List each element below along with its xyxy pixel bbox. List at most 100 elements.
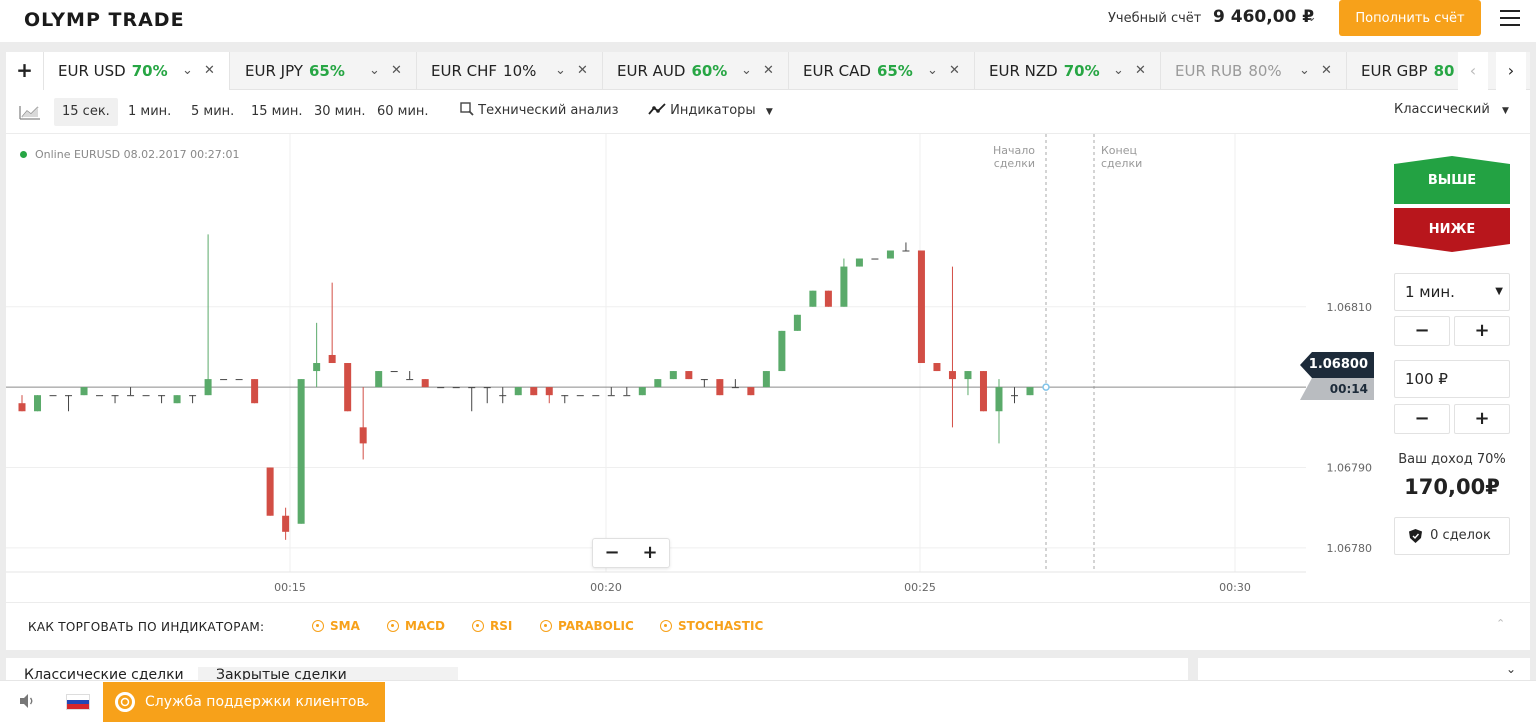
candle-body <box>344 363 352 412</box>
indicator-label: PARABOLIC <box>558 619 634 633</box>
candle-body <box>359 427 367 444</box>
timeframe-5m[interactable]: 5 мин. <box>191 104 235 119</box>
timeframe-30m[interactable]: 30 мин. <box>314 104 366 119</box>
technical-analysis-button[interactable]: Технический анализ <box>460 102 619 118</box>
indicators-button[interactable]: Индикаторы ▼ <box>648 102 773 118</box>
tab-pair: EUR AUD <box>617 62 686 80</box>
deposit-button[interactable]: Пополнить счёт <box>1339 0 1481 36</box>
logo[interactable]: OLYMP TRADE <box>24 9 185 31</box>
indicator-stochastic[interactable]: STOCHASTIC <box>660 619 763 633</box>
tab-eur-chf[interactable]: EUR CHF 10% ⌄ ✕ <box>417 52 603 90</box>
candle-body <box>716 379 724 396</box>
expiry-timer-tag: 00:14 <box>1300 378 1374 400</box>
deals-panel-header: ⌄ <box>1198 658 1530 680</box>
support-button[interactable]: Служба поддержки клиентов ⌄ <box>103 682 385 722</box>
chevron-down-icon[interactable]: ⌄ <box>1505 662 1516 676</box>
tab-classic-deals[interactable]: Классические сделки <box>24 667 184 680</box>
price-chart[interactable]: 1.06810 1.06790 1.06780 00:15 00:20 00:25 00:3… <box>6 134 1386 602</box>
candle-body <box>390 371 398 373</box>
indicator-rsi[interactable]: RSI <box>472 619 512 633</box>
tab-eur-jpy[interactable]: EUR JPY 65% ⌄ ✕ <box>231 52 417 90</box>
tab-eur-usd[interactable]: EUR USD 70% ⌄ ✕ <box>44 52 230 90</box>
deals-button[interactable]: 0 сделок <box>1394 517 1510 555</box>
tab-eur-gbp[interactable]: EUR GBP 80 <box>1347 52 1457 90</box>
caret-down-icon: ▼ <box>1501 106 1509 116</box>
tab-eur-nzd[interactable]: EUR NZD 70% ⌄ ✕ <box>975 52 1161 90</box>
timeframe-15s[interactable]: 15 сек. <box>54 98 118 126</box>
chevron-down-icon[interactable]: ⌄ <box>741 63 752 78</box>
zoom-in-button[interactable]: + <box>642 542 658 563</box>
chart-type-icon[interactable] <box>19 103 41 121</box>
timeframe-1m[interactable]: 1 мин. <box>128 104 172 119</box>
chevron-down-icon[interactable]: ⌄ <box>1113 63 1124 78</box>
indicator-sma[interactable]: SMA <box>312 619 360 633</box>
deals-count: 0 сделок <box>1430 528 1491 543</box>
add-tab-button[interactable]: + <box>6 52 44 90</box>
chevron-down-icon[interactable]: ⌄ <box>555 63 566 78</box>
tab-eur-cad[interactable]: EUR CAD 65% ⌄ ✕ <box>789 52 975 90</box>
tabs-scroll-right-icon[interactable]: › <box>1496 52 1526 90</box>
candle-body <box>933 363 941 372</box>
tab-pair: EUR CHF <box>431 62 498 80</box>
candle-body <box>669 371 677 380</box>
indicator-parabolic[interactable]: PARABOLIC <box>540 619 634 633</box>
expiry-select[interactable]: 1 мин. ▼ <box>1394 273 1510 311</box>
candle-body <box>592 395 600 397</box>
amount-plus-button[interactable]: + <box>1454 404 1510 434</box>
candle-body <box>328 354 336 364</box>
expiry-minus-button[interactable]: − <box>1394 316 1450 346</box>
tab-payout: 10% <box>503 62 537 80</box>
chevron-down-icon[interactable]: ⌄ <box>182 63 193 78</box>
candle-body <box>282 515 290 532</box>
close-icon[interactable]: ✕ <box>391 63 402 78</box>
candle-body <box>437 387 445 389</box>
chevron-up-icon[interactable]: ⌃ <box>1496 617 1506 630</box>
candle-body <box>561 395 569 397</box>
deals-tabs: Классические сделки Закрытые сделки <box>6 658 1188 680</box>
amount-input[interactable]: 100 ₽ <box>1394 360 1510 398</box>
tabs-scroll-left-icon[interactable]: ‹ <box>1458 52 1488 90</box>
candle-body <box>607 395 615 397</box>
close-icon[interactable]: ✕ <box>1135 63 1146 78</box>
account-balance[interactable]: 9 460,00 ₽ <box>1213 7 1315 27</box>
higher-button[interactable]: ВЫШЕ <box>1394 156 1510 204</box>
russian-flag-icon[interactable] <box>66 694 90 710</box>
shield-icon <box>1409 528 1422 543</box>
deal-start-line2: сделки <box>993 157 1036 170</box>
close-icon[interactable]: ✕ <box>1321 63 1332 78</box>
account-type-label[interactable]: Учебный счёт <box>1108 11 1202 26</box>
zoom-out-button[interactable]: − <box>604 542 620 563</box>
chevron-down-icon[interactable]: ⌄ <box>369 63 380 78</box>
close-icon[interactable]: ✕ <box>577 63 588 78</box>
candle-body <box>189 395 197 397</box>
expiry-plus-button[interactable]: + <box>1454 316 1510 346</box>
timeframe-15m[interactable]: 15 мин. <box>251 104 303 119</box>
menu-icon[interactable] <box>1500 10 1520 26</box>
candle-body <box>762 371 770 388</box>
deal-end-line2: сделки <box>1101 157 1143 170</box>
indicator-macd[interactable]: MACD <box>387 619 445 633</box>
chart-style-select[interactable]: Классический ▼ <box>1394 102 1509 117</box>
tab-pair: EUR USD <box>58 62 126 80</box>
candle-body <box>917 250 925 364</box>
speaker-icon[interactable] <box>18 692 36 710</box>
chevron-down-icon[interactable]: ⌄ <box>927 63 938 78</box>
tab-pair: EUR RUB <box>1175 62 1243 80</box>
chevron-down-icon[interactable]: ⌄ <box>1299 63 1310 78</box>
timeframe-60m[interactable]: 60 мин. <box>377 104 429 119</box>
chevron-down-icon[interactable]: ⌄ <box>1306 10 1317 25</box>
lower-button[interactable]: НИЖЕ <box>1394 208 1510 252</box>
candle-body <box>1026 387 1034 396</box>
close-icon[interactable]: ✕ <box>949 63 960 78</box>
close-icon[interactable]: ✕ <box>204 63 215 78</box>
close-icon[interactable]: ✕ <box>763 63 774 78</box>
tab-eur-aud[interactable]: EUR AUD 60% ⌄ ✕ <box>603 52 789 90</box>
tab-closed-deals[interactable]: Закрытые сделки <box>198 667 458 680</box>
asset-tabs: + EUR USD 70% ⌄ ✕ EUR JPY 65% ⌄ ✕ EUR CHF 1… <box>6 52 1530 90</box>
top-header: OLYMP TRADE Учебный счёт 9 460,00 ₽ ⌄ По… <box>0 0 1536 42</box>
tab-payout: 80 <box>1433 62 1455 80</box>
play-icon <box>472 620 484 632</box>
amount-minus-button[interactable]: − <box>1394 404 1450 434</box>
tab-eur-rub[interactable]: EUR RUB 80% ⌄ ✕ <box>1161 52 1347 90</box>
candle-body <box>964 371 972 380</box>
